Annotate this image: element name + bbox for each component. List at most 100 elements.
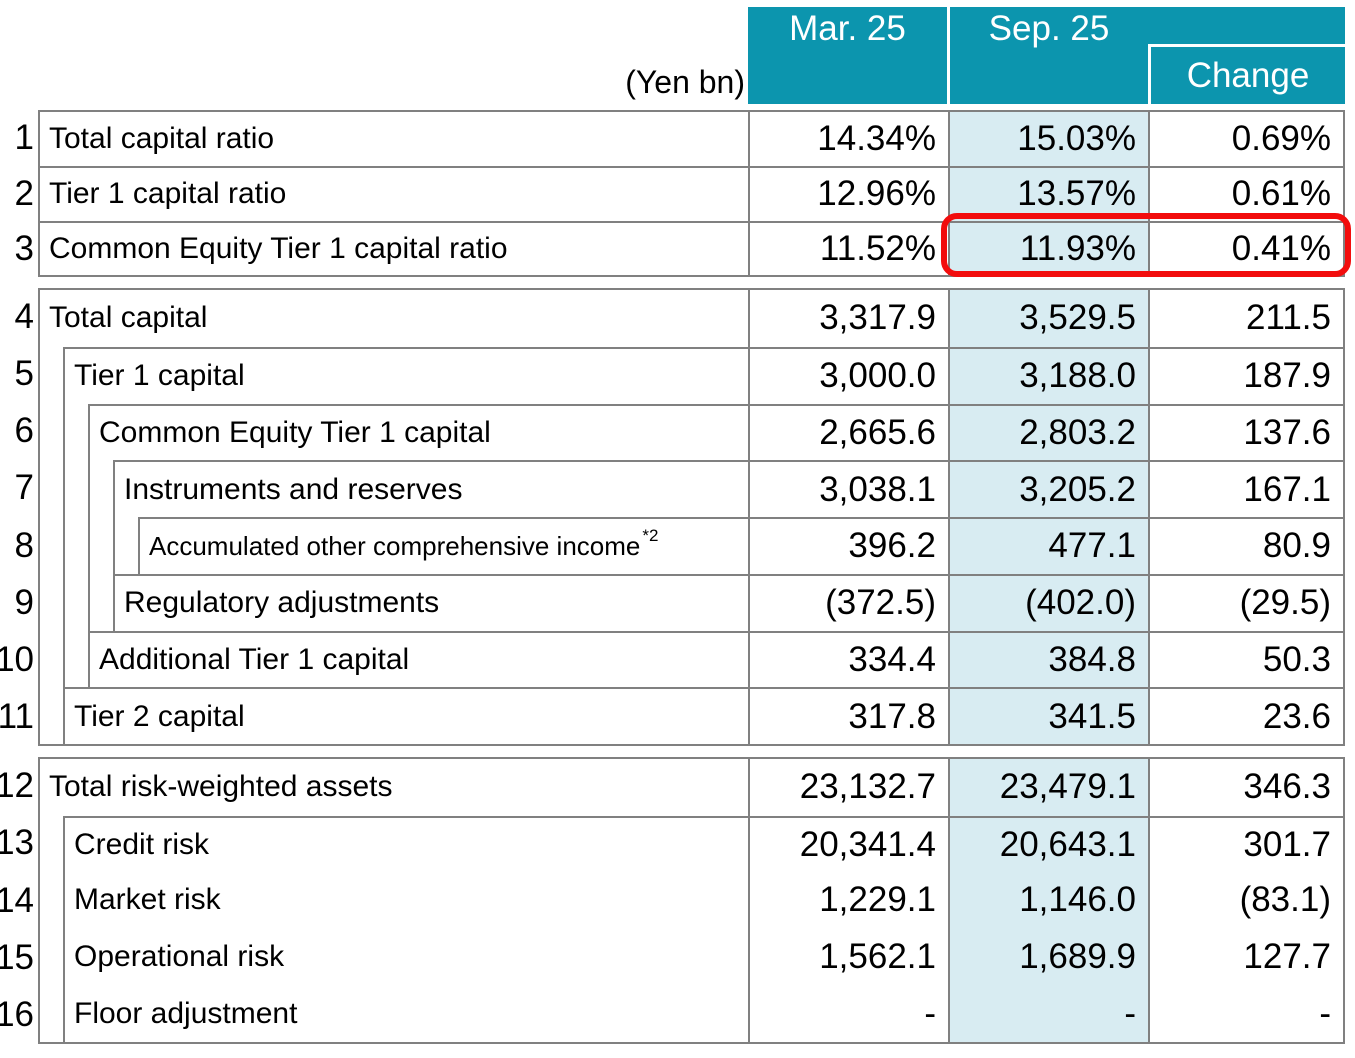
table-row: Common Equity Tier 1 capital ratio 11.52… (40, 220, 1343, 275)
table-row: Operational risk 1,562.1 1,689.9 127.7 (40, 928, 1343, 986)
column-header-sep25: Sep. 25 (988, 9, 1110, 48)
value-mar: 3,000.0 (748, 346, 948, 404)
value-change: 301.7 (1148, 815, 1343, 873)
value-mar: (372.5) (748, 573, 948, 631)
row-number: 10 (0, 640, 34, 680)
value-sep: 3,188.0 (948, 346, 1148, 404)
table-row: Accumulated other comprehensive income *2… (40, 517, 1343, 574)
value-sep: 15.03% (948, 112, 1148, 167)
row-label: Tier 1 capital ratio (40, 166, 748, 220)
table-row: Tier 1 capital 3,000.0 3,188.0 187.9 (40, 346, 1343, 404)
value-mar: 11.52% (748, 220, 948, 275)
value-sep: 3,205.2 (948, 460, 1148, 517)
row-number-column: 12 13 14 15 16 (0, 757, 34, 1044)
header-column-divider (947, 7, 950, 104)
indent-spacer (40, 687, 63, 744)
indent-spacer (63, 573, 88, 631)
row-number: 4 (14, 296, 34, 336)
header-band (748, 7, 1345, 104)
indent-spacer (88, 517, 113, 574)
value-change: 346.3 (1148, 759, 1343, 816)
value-change: 167.1 (1148, 460, 1343, 517)
value-change: 211.5 (1148, 290, 1343, 347)
table-row: Total risk-weighted assets 23,132.7 23,4… (40, 759, 1343, 816)
row-number: 7 (14, 468, 34, 508)
value-sep: 13.57% (948, 166, 1148, 221)
row-number: 2 (14, 173, 34, 213)
value-change: 0.61% (1148, 166, 1343, 221)
value-mar: 20,341.4 (748, 815, 948, 873)
row-label: Accumulated other comprehensive income *2 (138, 517, 748, 574)
value-sep: 2,803.2 (948, 403, 1148, 461)
row-label: Operational risk (63, 928, 748, 986)
table-row: Total capital ratio 14.34% 15.03% 0.69% (40, 112, 1343, 167)
row-label: Credit risk (63, 815, 748, 873)
value-mar: 334.4 (748, 630, 948, 688)
indent-spacer (40, 631, 63, 688)
value-change: 127.7 (1148, 928, 1343, 986)
row-label: Total capital (49, 301, 208, 335)
value-change: - (1148, 985, 1343, 1042)
value-change: 137.6 (1148, 403, 1343, 461)
value-mar: 3,317.9 (748, 290, 948, 347)
column-header-change: Change (1148, 44, 1345, 104)
row-label: Additional Tier 1 capital (88, 630, 748, 688)
indent-spacer (88, 460, 113, 517)
unit-label: (Yen bn) (625, 64, 745, 100)
value-mar: - (748, 985, 948, 1042)
value-change: 50.3 (1148, 630, 1343, 688)
indent-spacer (40, 929, 63, 986)
row-number: 14 (0, 880, 34, 920)
indent-spacer (63, 403, 88, 461)
value-mar: 396.2 (748, 517, 948, 574)
value-mar: 317.8 (748, 687, 948, 744)
row-number: 11 (0, 697, 34, 737)
table-row: Additional Tier 1 capital 334.4 384.8 50… (40, 630, 1343, 688)
value-change: 23.6 (1148, 687, 1343, 744)
row-number: 8 (14, 525, 34, 565)
value-sep: - (948, 985, 1148, 1042)
table-row: Market risk 1,229.1 1,146.0 (83.1) (40, 872, 1343, 929)
value-mar: 1,562.1 (748, 928, 948, 986)
row-number-column: 1 2 3 (0, 110, 34, 277)
table-row: Total capital 3,317.9 3,529.5 211.5 (40, 290, 1343, 347)
column-header-mar25: Mar. 25 (789, 9, 906, 48)
row-number-column: 4 5 6 7 8 9 10 11 (0, 288, 34, 746)
row-label: Instruments and reserves (113, 460, 748, 517)
value-change: 187.9 (1148, 346, 1343, 404)
table-row: Tier 2 capital 317.8 341.5 23.6 (40, 687, 1343, 744)
value-sep: 11.93% (948, 220, 1148, 275)
value-mar: 12.96% (748, 166, 948, 221)
value-sep: 1,146.0 (948, 872, 1148, 929)
row-number: 15 (0, 937, 34, 977)
indent-spacer (40, 816, 63, 873)
indent-spacer (40, 404, 63, 461)
indent-spacer (40, 460, 63, 517)
footnote-marker: *2 (642, 526, 659, 546)
value-sep: 23,479.1 (948, 759, 1148, 816)
row-number: 13 (0, 823, 34, 863)
value-change: 80.9 (1148, 517, 1343, 574)
row-number: 9 (14, 582, 34, 622)
row-label: Common Equity Tier 1 capital (88, 403, 748, 461)
value-sep: 1,689.9 (948, 928, 1148, 986)
value-sep: 384.8 (948, 630, 1148, 688)
row-number: 1 (14, 117, 34, 157)
indent-spacer (40, 872, 63, 929)
indent-spacer (63, 517, 88, 574)
value-change: (29.5) (1148, 573, 1343, 631)
indent-spacer (63, 630, 88, 688)
value-mar: 3,038.1 (748, 460, 948, 517)
row-number: 3 (14, 229, 34, 269)
table-row: Floor adjustment - - - (40, 985, 1343, 1042)
risk-weighted-assets-block: Total risk-weighted assets 23,132.7 23,4… (38, 757, 1345, 1044)
value-mar: 2,665.6 (748, 403, 948, 461)
value-change: 0.69% (1148, 112, 1343, 167)
indent-spacer (63, 460, 88, 517)
value-mar: 23,132.7 (748, 759, 948, 816)
row-number: 16 (0, 995, 34, 1035)
value-change: 0.41% (1148, 220, 1343, 275)
row-label: Floor adjustment (63, 985, 748, 1042)
indent-spacer (40, 347, 63, 404)
